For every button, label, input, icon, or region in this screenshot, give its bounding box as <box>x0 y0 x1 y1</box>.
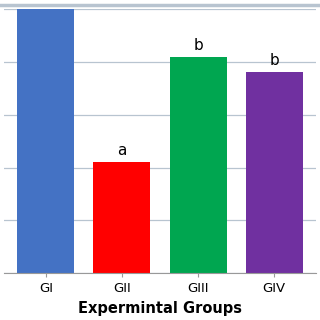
Bar <box>170 57 227 273</box>
Text: b: b <box>193 37 203 52</box>
Bar <box>18 0 75 273</box>
Bar <box>245 72 302 273</box>
X-axis label: Expermintal Groups: Expermintal Groups <box>78 301 242 316</box>
Bar <box>93 162 150 273</box>
Text: b: b <box>269 53 279 68</box>
Text: a: a <box>117 143 127 158</box>
